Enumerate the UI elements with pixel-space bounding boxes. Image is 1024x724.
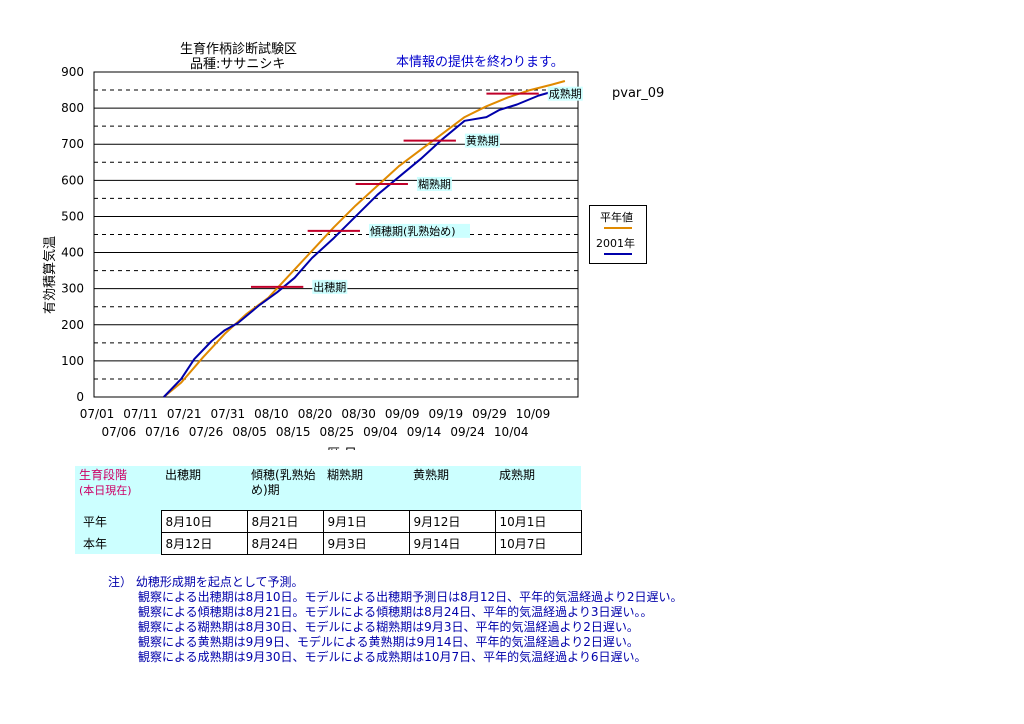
table-header-row: 生育段階 (本日現在) 出穂期 傾穂(乳熟始め)期 糊熟期 黄熟期 成熟期 (75, 466, 581, 510)
legend-swatch-normal (604, 227, 632, 229)
y-tick-label: 900 (61, 65, 84, 79)
table-cell: 9月3日 (322, 531, 410, 555)
table-row-label: 平年 (75, 510, 161, 532)
table-cell: 9月1日 (322, 509, 410, 533)
table-row-label: 本年 (75, 532, 161, 554)
table-col-header: 成熟期 (495, 466, 581, 510)
legend-label-normal: 平年値 (600, 211, 633, 224)
x-tick-label: 08/25 (320, 425, 355, 439)
table-col-header: 出穂期 (161, 466, 247, 510)
x-tick-label: 07/31 (211, 407, 246, 421)
x-tick-label: 08/20 (298, 407, 333, 421)
stage-label: 出穂期 (313, 280, 346, 294)
y-tick-label: 500 (61, 209, 84, 223)
table-cell: 9月12日 (408, 509, 496, 533)
y-tick-label: 0 (76, 390, 84, 404)
chart-subtitle: 品種:ササニシキ (190, 57, 286, 72)
x-tick-label: 07/01 (80, 407, 115, 421)
chart-legend: 平年値 2001年 (589, 205, 647, 264)
y-axis-label: 有効積算気温 (42, 236, 58, 314)
chart-title: 生育作柄診断試験区 (180, 42, 298, 57)
table-col-header: 傾穂(乳熟始め)期 (247, 466, 323, 510)
x-axis-label: 暦 日 (327, 447, 357, 450)
service-end-notice: 本情報の提供を終わります。 (396, 55, 564, 70)
y-tick-label: 300 (61, 282, 84, 296)
x-tick-label: 09/29 (472, 407, 507, 421)
table-cell: 8月24日 (246, 531, 324, 555)
notes-block: 注） 幼穂形成期を起点として予測。 観察による出穂期は8月10日。モデルによる出… (108, 575, 683, 665)
x-tick-label: 07/21 (167, 407, 202, 421)
y-tick-label: 100 (61, 354, 84, 368)
series-line-2001 (163, 89, 566, 398)
stage-label-bg (416, 176, 452, 191)
stage-label-bg (547, 86, 583, 101)
series-lines (163, 80, 566, 398)
notes-line: 観察による傾穂期は8月21日。モデルによる傾穂期は8月24日、平年的気温経過より… (138, 605, 653, 619)
x-tick-label: 09/04 (363, 425, 398, 439)
table-header-stage: 生育段階 (本日現在) (75, 466, 161, 510)
x-axis-ticks: 07/01 07/11 07/21 07/31 08/10 08/20 08/30 09/09… (80, 407, 551, 439)
table-col-header: 糊熟期 (323, 466, 409, 510)
stage-label-bg (368, 223, 470, 238)
x-tick-label: 10/04 (494, 425, 529, 439)
table-row: 本年 8月12日 8月24日 9月3日 9月14日 10月7日 (75, 531, 582, 555)
x-tick-label: 07/16 (145, 425, 180, 439)
x-tick-label: 09/14 (407, 425, 442, 439)
table-cell: 10月1日 (494, 509, 582, 533)
x-tick-label: 07/26 (189, 425, 224, 439)
plot-area-frame (93, 71, 579, 398)
notes-line: 観察による黄熟期は9月9日、モデルによる黄熟期は9月14日、平年的気温経過より2… (138, 635, 639, 649)
legend-swatch-2001 (604, 253, 632, 255)
x-tick-label: 08/15 (276, 425, 311, 439)
x-tick-label: 07/11 (123, 407, 158, 421)
x-tick-label: 10/09 (516, 407, 551, 421)
notes-line: 観察による糊熟期は8月30日、モデルによる糊熟期は9月3日、平年的気温経過より2… (138, 620, 639, 634)
table-cell: 8月10日 (160, 509, 248, 533)
stage-label-bg (312, 279, 348, 294)
x-tick-label: 09/24 (450, 425, 485, 439)
table-row: 平年 8月10日 8月21日 9月1日 9月12日 10月1日 (75, 509, 582, 533)
table-cell: 9月14日 (408, 531, 496, 555)
stage-table: 生育段階 (本日現在) 出穂期 傾穂(乳熟始め)期 糊熟期 黄熟期 成熟期 平年… (75, 466, 582, 555)
table-col-header: 黄熟期 (409, 466, 495, 510)
x-tick-label: 08/30 (341, 407, 376, 421)
stage-markers: 出穂期 傾穂期(乳熟始め) 糊熟期 黄熟期 成熟期 (250, 86, 583, 294)
y-axis-ticks: 0 100 200 300 400 500 600 700 800 900 (61, 65, 84, 404)
stage-label: 黄熟期 (466, 134, 499, 148)
y-tick-label: 800 (61, 101, 84, 115)
x-tick-label: 09/09 (385, 407, 420, 421)
stage-label: 成熟期 (549, 87, 582, 101)
table-header-stage-sub: (本日現在) (79, 484, 132, 497)
stage-label-bg (464, 133, 500, 148)
x-tick-label: 08/10 (254, 407, 289, 421)
series-line-normal (163, 80, 566, 398)
table-cell: 8月12日 (160, 531, 248, 555)
table-header-stage-label: 生育段階 (79, 468, 128, 482)
x-tick-label: 08/05 (232, 425, 267, 439)
table-cell: 8月21日 (246, 509, 324, 533)
grid-lines (94, 89, 578, 380)
y-tick-label: 200 (61, 318, 84, 332)
x-tick-label: 09/19 (429, 407, 464, 421)
y-tick-label: 400 (61, 246, 84, 260)
notes-heading: 注） 幼穂形成期を起点として予測。 (108, 575, 304, 589)
stage-label: 糊熟期 (418, 177, 451, 191)
y-tick-label: 600 (61, 173, 84, 187)
legend-label-2001: 2001年 (596, 237, 635, 250)
x-tick-label: 07/06 (102, 425, 137, 439)
variable-label: pvar_09 (612, 86, 665, 101)
table-cell: 10月7日 (494, 531, 582, 555)
stage-label: 傾穂期(乳熟始め) (370, 224, 456, 238)
notes-line: 観察による出穂期は8月10日。モデルによる出穂期予測日は8月12日、平年的気温経… (138, 590, 683, 604)
notes-line: 観察による成熟期は9月30日、モデルによる成熟期は10月7日、平年的気温経過より… (138, 650, 647, 664)
y-tick-label: 700 (61, 137, 84, 151)
